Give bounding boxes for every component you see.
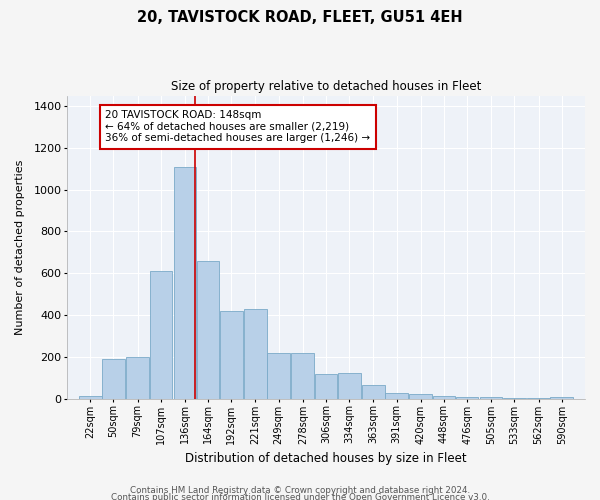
Bar	[550, 396, 573, 398]
Bar	[315, 374, 337, 398]
Y-axis label: Number of detached properties: Number of detached properties	[15, 160, 25, 335]
Bar	[433, 396, 455, 398]
Bar	[127, 357, 149, 399]
Bar	[385, 393, 408, 398]
Text: Contains public sector information licensed under the Open Government Licence v3: Contains public sector information licen…	[110, 494, 490, 500]
Title: Size of property relative to detached houses in Fleet: Size of property relative to detached ho…	[171, 80, 481, 93]
Text: Contains HM Land Registry data © Crown copyright and database right 2024.: Contains HM Land Registry data © Crown c…	[130, 486, 470, 495]
X-axis label: Distribution of detached houses by size in Fleet: Distribution of detached houses by size …	[185, 452, 467, 465]
Bar	[338, 372, 361, 398]
Bar	[102, 359, 125, 399]
Bar	[268, 352, 290, 399]
Bar	[409, 394, 432, 398]
Bar	[362, 385, 385, 398]
Bar	[244, 309, 267, 398]
Bar	[79, 396, 101, 398]
Bar	[480, 397, 502, 398]
Bar	[292, 352, 314, 399]
Bar	[173, 166, 196, 398]
Bar	[149, 271, 172, 398]
Text: 20, TAVISTOCK ROAD, FLEET, GU51 4EH: 20, TAVISTOCK ROAD, FLEET, GU51 4EH	[137, 10, 463, 25]
Bar	[197, 260, 220, 398]
Text: 20 TAVISTOCK ROAD: 148sqm
← 64% of detached houses are smaller (2,219)
36% of se: 20 TAVISTOCK ROAD: 148sqm ← 64% of detac…	[105, 110, 370, 144]
Bar	[220, 311, 242, 398]
Bar	[456, 396, 478, 398]
